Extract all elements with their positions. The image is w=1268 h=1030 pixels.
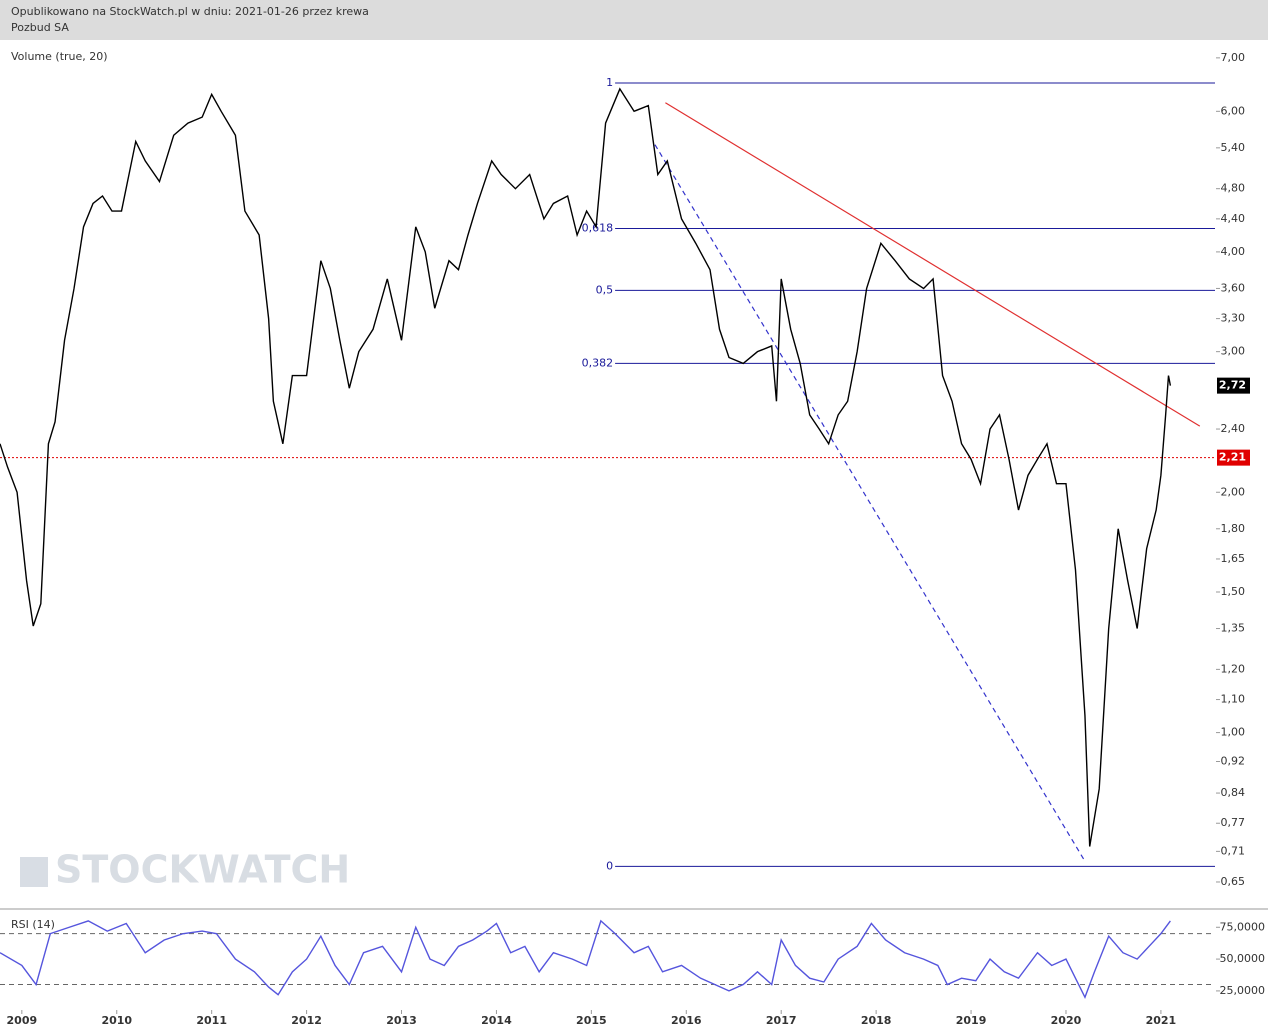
x-tick-label: 2017 [766,1014,797,1027]
y-tick-label: 4,00 [1221,245,1246,258]
volume-label: Volume (true, 20) [11,50,108,63]
x-tick-label: 2018 [861,1014,892,1027]
y-tick-label: 3,00 [1221,345,1246,358]
x-tick-label: 2015 [576,1014,607,1027]
fib-label: 0 [606,859,613,872]
fib-label: 0,382 [582,356,614,369]
y-tick-label: 3,60 [1221,281,1246,294]
x-tick-label: 2014 [481,1014,512,1027]
header-bar [0,0,1268,40]
header-text: Pozbud SA [11,21,69,34]
watermark: STOCKWATCH [55,848,350,892]
x-tick-label: 2010 [101,1014,132,1027]
fib-label: 1 [606,76,613,89]
x-tick-label: 2013 [386,1014,417,1027]
x-tick-label: 2019 [956,1014,987,1027]
y-tick-label: 2,40 [1221,422,1246,435]
y-tick-label: 25,0000 [1220,984,1266,997]
watermark-icon [20,857,48,887]
y-tick-label: 2,00 [1221,485,1246,498]
price-tag-label: 2,72 [1219,379,1246,392]
x-tick-label: 2016 [671,1014,702,1027]
trend-line [654,144,1086,862]
x-tick-label: 2009 [7,1014,38,1027]
y-tick-label: 1,65 [1221,552,1246,565]
fib-label: 0,618 [582,221,614,234]
price-line [0,87,1172,847]
rsi-title: RSI (14) [11,918,55,931]
y-tick-label: 0,84 [1221,786,1246,799]
y-tick-label: 0,92 [1221,755,1246,768]
y-tick-label: 1,80 [1221,522,1246,535]
y-tick-label: 1,35 [1221,622,1246,635]
x-tick-label: 2011 [196,1014,227,1027]
y-tick-label: 50,0000 [1220,952,1266,965]
y-tick-label: 4,40 [1221,212,1246,225]
y-tick-label: 0,77 [1221,816,1246,829]
price-tag-label: 2,21 [1219,451,1246,464]
y-tick-label: 1,00 [1221,726,1246,739]
y-tick-label: 1,50 [1221,585,1246,598]
fib-label: 0,5 [596,283,614,296]
trend-line [665,102,1201,427]
price-tag [1217,449,1250,466]
y-tick-label: 0,71 [1221,844,1246,857]
x-tick-label: 2012 [291,1014,322,1027]
y-tick-label: 1,10 [1221,693,1246,706]
y-tick-label: 7,00 [1221,51,1246,64]
y-tick-label: 3,30 [1221,312,1246,325]
y-tick-label: 1,20 [1221,662,1246,675]
x-tick-label: 2021 [1146,1014,1177,1027]
y-tick-label: 5,40 [1221,141,1246,154]
y-tick-label: 6,00 [1221,104,1246,117]
price-tag [1217,377,1250,394]
price-line [0,919,1171,1000]
y-tick-label: 75,0000 [1220,920,1266,933]
header-text: Opublikowano na StockWatch.pl w dniu: 20… [11,5,369,18]
x-tick-label: 2020 [1051,1014,1082,1027]
y-tick-label: 0,65 [1221,875,1246,888]
y-tick-label: 4,80 [1221,182,1246,195]
